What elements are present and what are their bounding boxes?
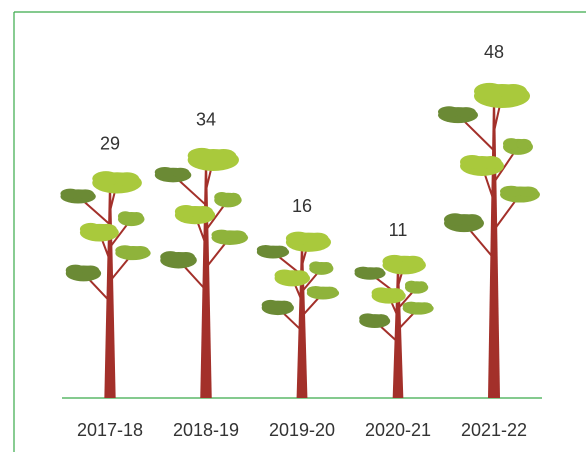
canopy <box>290 270 309 281</box>
canopy <box>131 245 149 256</box>
canopy <box>371 287 391 299</box>
tree <box>354 254 434 398</box>
canopy <box>174 205 198 218</box>
canopy <box>226 192 241 203</box>
x-tick-label: 2018-19 <box>173 420 239 440</box>
canopy <box>271 245 288 255</box>
canopy <box>210 149 237 164</box>
canopy <box>382 254 407 268</box>
value-label: 29 <box>100 134 120 154</box>
value-label: 16 <box>292 196 312 216</box>
canopy <box>479 155 502 169</box>
canopy <box>462 214 483 226</box>
canopy <box>171 167 190 178</box>
canopy <box>415 281 428 290</box>
canopy <box>368 267 385 276</box>
canopy <box>211 229 232 240</box>
x-tick-label: 2017-18 <box>77 420 143 440</box>
canopy <box>306 232 329 246</box>
x-tick-label: 2021-22 <box>461 420 527 440</box>
trunk <box>296 242 308 398</box>
canopy <box>320 262 333 271</box>
canopy <box>516 138 532 150</box>
canopy <box>321 286 338 296</box>
canopy <box>117 211 133 222</box>
canopy <box>416 302 433 311</box>
canopy <box>309 261 323 271</box>
canopy <box>256 244 275 255</box>
canopy <box>404 280 418 290</box>
canopy <box>373 314 389 324</box>
canopy <box>438 106 461 118</box>
canopy <box>81 265 100 276</box>
tree <box>154 147 249 398</box>
trunk <box>392 265 404 398</box>
canopy <box>114 172 140 187</box>
canopy <box>460 154 485 169</box>
canopy <box>276 300 293 310</box>
canopy <box>187 147 216 164</box>
canopy <box>499 185 522 197</box>
canopy <box>456 107 477 118</box>
value-label: 48 <box>484 42 504 62</box>
x-tick-label: 2020-21 <box>365 420 431 440</box>
canopy <box>227 230 247 240</box>
canopy <box>502 138 520 150</box>
canopy <box>499 84 528 100</box>
canopy <box>92 171 120 187</box>
canopy <box>65 264 86 276</box>
canopy <box>402 255 424 268</box>
canopy <box>285 231 311 246</box>
canopy <box>193 205 214 218</box>
value-label: 11 <box>389 220 408 240</box>
canopy <box>517 186 538 197</box>
canopy <box>97 223 117 236</box>
trunk <box>488 96 500 398</box>
canopy <box>261 299 280 310</box>
canopy <box>306 285 325 296</box>
canopy <box>354 266 372 276</box>
trunk <box>104 182 116 398</box>
value-label: 34 <box>196 109 216 129</box>
canopy <box>160 251 181 263</box>
canopy <box>386 288 405 299</box>
canopy <box>76 189 95 199</box>
tree <box>256 231 340 398</box>
canopy <box>176 251 196 263</box>
canopy <box>444 213 467 226</box>
x-tick-label: 2019-20 <box>269 420 335 440</box>
canopy <box>60 188 80 199</box>
canopy <box>154 166 175 178</box>
tree <box>438 82 540 398</box>
canopy <box>79 222 102 236</box>
canopy <box>402 301 420 311</box>
canopy <box>129 211 144 222</box>
canopy <box>214 192 230 203</box>
canopy <box>474 82 505 100</box>
canopy <box>359 313 377 324</box>
canopy <box>274 269 295 281</box>
tree <box>60 171 151 398</box>
canopy <box>115 245 135 256</box>
trunk <box>200 159 212 398</box>
